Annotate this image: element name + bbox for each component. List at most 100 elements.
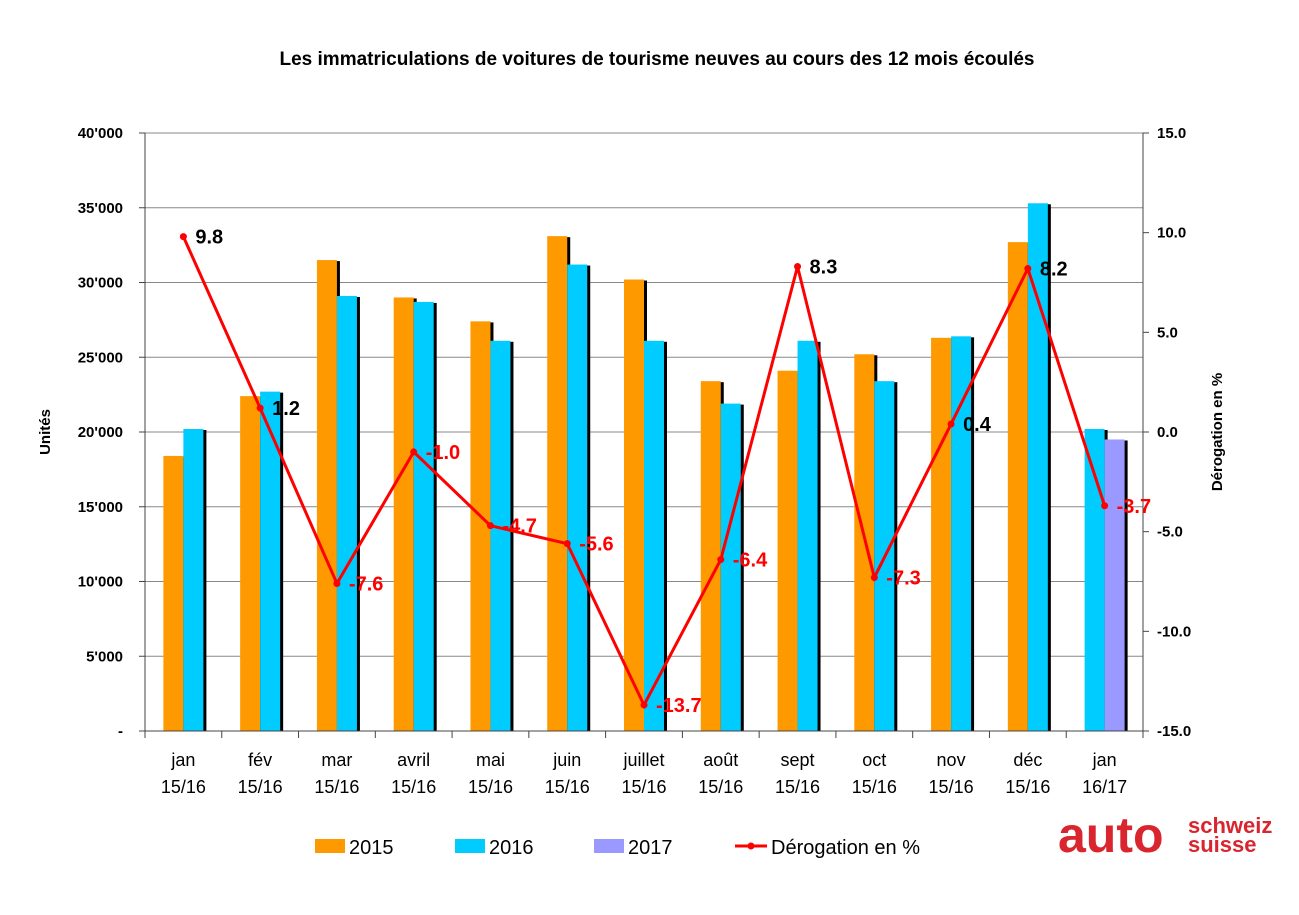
y-tick-label: 30'000 <box>78 275 123 292</box>
derogation-label: -7.3 <box>886 568 920 590</box>
derogation-line <box>179 233 1109 709</box>
legend-swatch <box>594 839 624 853</box>
y2-tick-label: 5.0 <box>1157 324 1178 341</box>
y2-tick-label: 15.0 <box>1157 125 1186 142</box>
x-tick-label-month: avril <box>397 750 430 770</box>
derogation-label: 0.4 <box>963 414 992 436</box>
y-tick-label: 25'000 <box>78 349 123 366</box>
derogation-label: -7.6 <box>349 573 383 595</box>
derogation-label: -1.0 <box>426 442 460 464</box>
derogation-point <box>563 540 571 548</box>
x-tick-label-years: 16/17 <box>1082 777 1127 797</box>
bar-2015 <box>163 455 184 731</box>
logo-auto-text: auto <box>1058 807 1164 863</box>
derogation-label: -6.4 <box>733 550 768 572</box>
y2-axis-label: Dérogation en % <box>1209 373 1226 491</box>
y-tick-label: 35'000 <box>78 200 123 217</box>
bar-2016 <box>644 340 664 731</box>
legend-swatch <box>455 839 485 853</box>
bar-2015 <box>700 381 721 731</box>
bar-2015 <box>777 370 798 731</box>
derogation-point <box>640 701 648 709</box>
x-tick-label-years: 15/16 <box>545 777 590 797</box>
x-tick-label-years: 15/16 <box>391 777 436 797</box>
x-tick-label-month: déc <box>1013 750 1042 770</box>
y2-tick-label: -5.0 <box>1157 524 1183 541</box>
x-tick-label-month: mar <box>321 750 352 770</box>
derogation-point <box>947 420 955 428</box>
y-tick-label: 5'000 <box>86 648 123 665</box>
category-labels: jan 15/16 fév 15/16 mar 15/16 avril 15/16 mai 15/… <box>161 750 1127 797</box>
y-tick-label: 20'000 <box>78 424 123 441</box>
x-tick-label-month: jan <box>1092 750 1117 770</box>
derogation-point <box>1024 265 1032 273</box>
derogation-point <box>410 448 418 456</box>
bar-2016 <box>413 301 434 731</box>
legend-label: Dérogation en % <box>771 837 920 859</box>
x-tick-label-years: 15/16 <box>238 777 283 797</box>
derogation-label: 8.3 <box>810 257 838 279</box>
y-axis-label: Unités <box>37 409 54 455</box>
y-tick-label: 10'000 <box>78 574 123 591</box>
legend-line-marker <box>747 842 755 850</box>
derogation-label: -3.7 <box>1117 496 1151 518</box>
y2-tick-label: 0.0 <box>1157 424 1178 441</box>
y2-tick-label: -15.0 <box>1157 723 1191 740</box>
derogation-point <box>1101 502 1109 510</box>
x-tick-label-years: 15/16 <box>161 777 206 797</box>
bar-2015 <box>624 279 644 731</box>
y-tick-label: - <box>118 723 123 740</box>
bar-2015 <box>393 297 414 731</box>
y2-tick-label: -10.0 <box>1157 623 1191 640</box>
x-tick-label-years: 15/16 <box>698 777 743 797</box>
derogation-point <box>179 233 187 241</box>
bar-2016 <box>260 391 281 731</box>
y-tick-label: 40'000 <box>78 125 123 142</box>
derogation-label: -5.6 <box>579 534 613 556</box>
derogation-label: 9.8 <box>195 227 223 249</box>
auto-schweiz-logo: auto schweiz suisse <box>1058 807 1272 863</box>
bar-2016 <box>1027 203 1048 731</box>
x-tick-label-years: 15/16 <box>852 777 897 797</box>
derogation-point <box>794 263 802 271</box>
legend-swatch <box>315 839 345 853</box>
bar-2015 <box>547 236 568 731</box>
x-tick-label-month: fév <box>248 750 272 770</box>
bar-2016 <box>183 429 204 731</box>
chart-title: Les immatriculations de voitures de tour… <box>280 49 1035 70</box>
bar-2016 <box>567 264 588 731</box>
x-tick-label-month: août <box>703 750 738 770</box>
bar-2015 <box>316 260 337 731</box>
derogation-point <box>717 556 725 564</box>
x-tick-label-years: 15/16 <box>314 777 359 797</box>
derogation-label: -4.7 <box>502 516 536 538</box>
y-axis-ticks: - 5'000 10'000 15'000 20'000 25'000 30'000 35'0… <box>78 125 145 740</box>
x-tick-label-years: 15/16 <box>621 777 666 797</box>
derogation-label: -13.7 <box>656 695 702 717</box>
bar-2015 <box>470 321 491 731</box>
x-tick-label-month: sept <box>781 750 815 770</box>
x-tick-label-month: juin <box>552 750 581 770</box>
legend-label: 2015 <box>349 837 394 859</box>
bar-2016 <box>797 340 818 731</box>
bar-2015 <box>1007 242 1028 731</box>
x-tick-label-month: jan <box>170 750 195 770</box>
derogation-point <box>870 574 878 582</box>
bar-2016 <box>336 295 357 731</box>
y-tick-label: 15'000 <box>78 499 123 516</box>
bar-2017 <box>1104 439 1125 731</box>
x-tick-label-month: nov <box>937 750 966 770</box>
legend-label: 2016 <box>489 837 534 859</box>
derogation-label: 1.2 <box>272 398 300 420</box>
bar-2016 <box>1084 429 1105 731</box>
legend-label: 2017 <box>628 837 673 859</box>
derogation-labels: 9.8 1.2 -7.6 -1.0 -4.7 -5.6 -13.7 -6.4 8.3 -7.3 0.… <box>195 227 1151 717</box>
x-tick-label-years: 15/16 <box>468 777 513 797</box>
x-tick-label-month: oct <box>862 750 886 770</box>
derogation-point <box>256 404 264 412</box>
bar-2016 <box>951 336 972 731</box>
bar-2016 <box>490 340 511 731</box>
derogation-point <box>486 522 494 530</box>
y2-axis-ticks: -15.0 -10.0 -5.0 0.0 5.0 10.0 15.0 <box>1143 125 1191 740</box>
